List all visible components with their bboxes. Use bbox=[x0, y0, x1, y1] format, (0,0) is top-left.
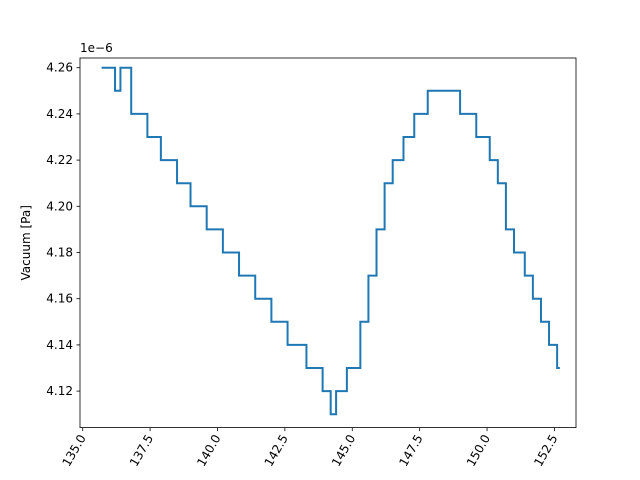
y-tick-label: 4.26 bbox=[46, 61, 73, 75]
x-tick-label: 142.5 bbox=[262, 432, 291, 469]
series-layer bbox=[101, 66, 560, 416]
vacuum-series-line bbox=[101, 66, 560, 416]
y-tick-label: 4.14 bbox=[46, 338, 73, 352]
x-tick-label: 140.0 bbox=[194, 432, 223, 469]
x-tick-label: 152.5 bbox=[531, 432, 560, 469]
x-tick-label: 145.0 bbox=[329, 432, 358, 469]
x-tick-label: 135.0 bbox=[59, 432, 88, 469]
y-tick-label: 4.16 bbox=[46, 292, 73, 306]
y-tick-label: 4.12 bbox=[46, 384, 73, 398]
y-tick-label: 4.20 bbox=[46, 199, 73, 213]
y-tick-label: 4.24 bbox=[46, 107, 73, 121]
y-axis: 4.12 4.14 4.16 4.18 4.20 4.22 4.24 4.26 bbox=[46, 61, 80, 398]
x-axis: 135.0 137.5 140.0 142.5 145.0 147.5 150.0 152.5 bbox=[59, 427, 560, 469]
plot-area bbox=[79, 57, 577, 429]
plot-frame bbox=[79, 57, 577, 429]
y-tick-label: 4.18 bbox=[46, 246, 73, 260]
y-axis-label: Vacuum [Pa] bbox=[19, 205, 33, 280]
y-offset-label: 1e−6 bbox=[80, 41, 113, 55]
x-tick-label: 147.5 bbox=[396, 432, 425, 469]
x-tick-label: 150.0 bbox=[464, 432, 493, 469]
x-tick-label: 137.5 bbox=[127, 432, 156, 469]
y-tick-label: 4.22 bbox=[46, 153, 73, 167]
